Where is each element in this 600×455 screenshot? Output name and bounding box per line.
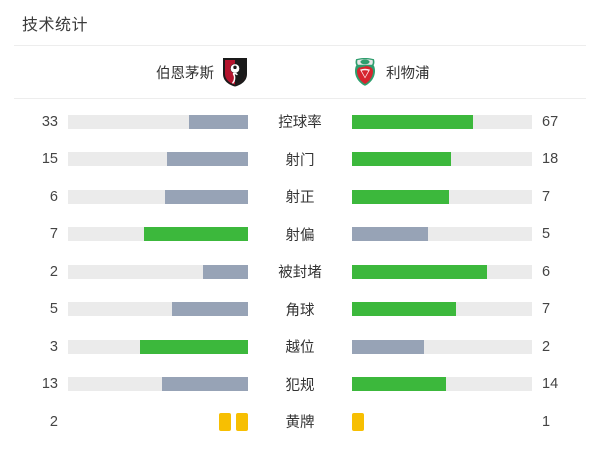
away-stat-value: 7 (542, 188, 551, 205)
stat-label: 控球率 (278, 115, 322, 132)
away-stat-bar-fill (352, 302, 457, 317)
stat-label: 越位 (285, 340, 315, 357)
home-stat-value: 3 (49, 338, 58, 355)
away-yellow-cards (352, 412, 532, 431)
stat-row: 2 被封堵 6 (0, 253, 600, 291)
stat-label: 黄牌 (285, 415, 315, 432)
away-stat-bar-track (352, 152, 532, 167)
stat-row: 2 黄牌 1 (0, 403, 600, 441)
stat-row: 33 控球率 67 (0, 103, 600, 141)
away-stat-value: 5 (542, 226, 551, 243)
home-team[interactable]: 伯恩茅斯 (156, 57, 248, 87)
away-stat-bar-fill (352, 264, 487, 279)
stat-label: 射门 (285, 152, 315, 169)
title-divider (14, 45, 586, 46)
stat-label: 射偏 (285, 227, 315, 244)
home-stat-bar-fill (167, 152, 248, 167)
away-stat-bar-track (352, 264, 532, 279)
yellow-card-icon (352, 412, 364, 431)
away-stat-bar-fill (352, 227, 428, 242)
away-stat-value: 18 (542, 151, 559, 168)
stat-row: 15 射门 18 (0, 141, 600, 179)
stat-row: 13 犯规 14 (0, 366, 600, 404)
stat-label: 犯规 (285, 377, 315, 394)
home-stat-bar-track (68, 114, 248, 129)
home-stat-bar-fill (188, 114, 248, 129)
away-stat-value: 14 (542, 376, 559, 393)
away-stat-bar-fill (352, 189, 450, 204)
home-stat-value: 6 (49, 188, 58, 205)
home-stat-bar-fill (143, 227, 248, 242)
home-stat-bar-track (68, 339, 248, 354)
home-stat-bar-track (68, 264, 248, 279)
liverpool-crest-icon (352, 57, 378, 87)
home-stat-bar-track (68, 189, 248, 204)
home-team-name: 伯恩茅斯 (156, 65, 214, 82)
home-stat-bar-fill (203, 264, 248, 279)
away-stat-bar-track (352, 302, 532, 317)
away-stat-bar-fill (352, 152, 451, 167)
stat-row: 5 角球 7 (0, 291, 600, 329)
home-stat-value: 7 (49, 226, 58, 243)
yellow-card-icon (236, 412, 248, 431)
away-stat-bar-fill (352, 339, 424, 354)
stat-row: 7 射偏 5 (0, 216, 600, 254)
home-stat-bar-track (68, 152, 248, 167)
title-bar: 技术统计 (0, 0, 600, 45)
yellow-card-icon (219, 412, 231, 431)
bournemouth-crest-icon (222, 57, 248, 87)
away-stat-value: 67 (542, 113, 559, 130)
home-stat-bar-track (68, 377, 248, 392)
home-stat-bar-track (68, 227, 248, 242)
away-team-name: 利物浦 (386, 65, 430, 82)
stat-row: 3 越位 2 (0, 328, 600, 366)
stat-label: 角球 (285, 302, 315, 319)
away-stat-bar-track (352, 377, 532, 392)
home-stat-value: 13 (41, 376, 58, 393)
home-stat-bar-fill (140, 339, 248, 354)
away-stat-bar-fill (352, 114, 473, 129)
away-stat-bar-track (352, 114, 532, 129)
home-stat-value: 2 (49, 413, 58, 430)
home-stat-value: 33 (41, 113, 58, 130)
stat-row: 6 射正 7 (0, 178, 600, 216)
away-stat-bar-track (352, 339, 532, 354)
away-stat-value: 2 (542, 338, 551, 355)
home-stat-bar-track (68, 302, 248, 317)
away-stat-bar-fill (352, 377, 446, 392)
away-stat-value: 1 (542, 413, 551, 430)
home-stat-value: 5 (49, 301, 58, 318)
stat-label: 射正 (285, 190, 315, 207)
away-stat-value: 6 (542, 263, 551, 280)
away-stat-bar-track (352, 189, 532, 204)
home-stat-bar-fill (165, 189, 248, 204)
home-stat-bar-fill (172, 302, 248, 317)
header-divider (14, 98, 586, 99)
home-stat-value: 15 (41, 151, 58, 168)
home-yellow-cards (68, 412, 248, 431)
page-title: 技术统计 (22, 16, 89, 34)
home-stat-bar-fill (161, 377, 248, 392)
away-stat-value: 7 (542, 301, 551, 318)
stat-label: 被封堵 (278, 265, 322, 282)
stats-list: 33 控球率 67 15 射门 18 6 射正 7 7 射偏 5 2 被封堵 6 5 角球 7 3 越位 2 13 犯规 14… (0, 99, 600, 441)
away-team[interactable]: 利物浦 (352, 57, 430, 87)
team-header: 伯恩茅斯 (0, 46, 600, 98)
home-stat-value: 2 (49, 263, 58, 280)
away-stat-bar-track (352, 227, 532, 242)
